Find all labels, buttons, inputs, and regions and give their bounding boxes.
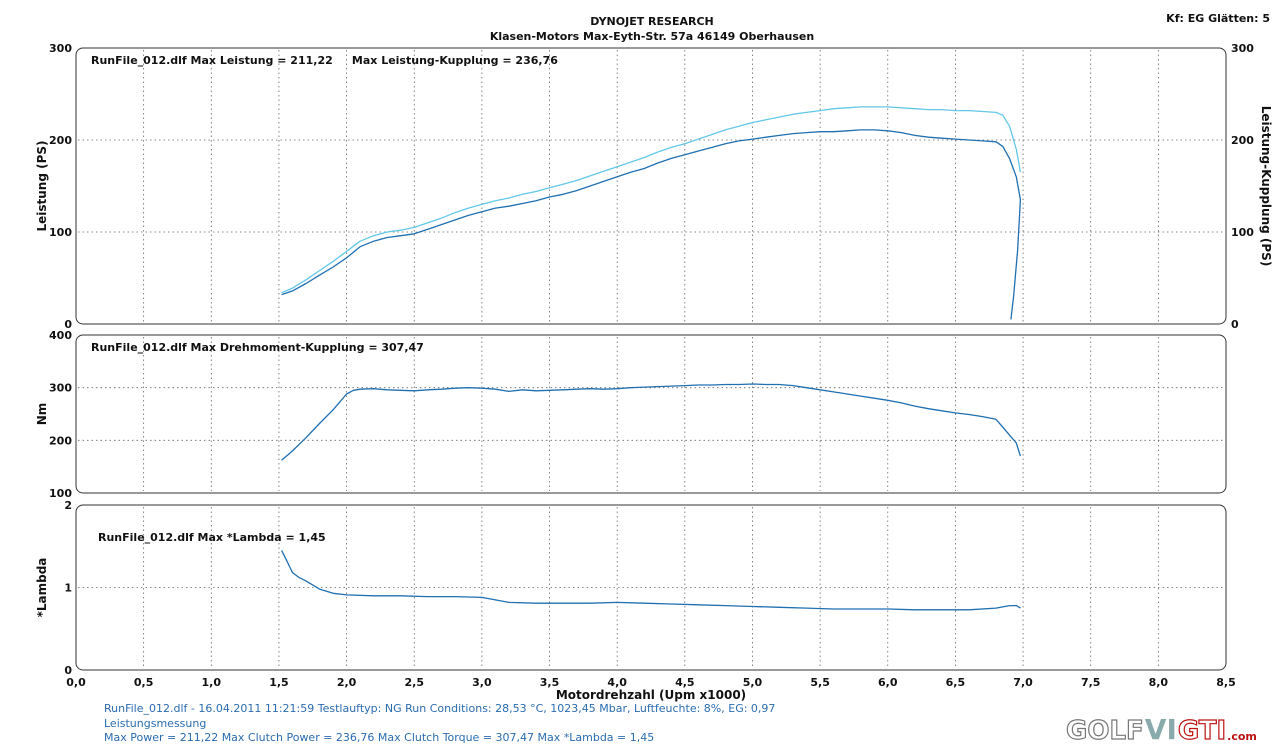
series-line-drehmoment-kupplung bbox=[281, 383, 1022, 461]
run-info: RunFile_012.dlf - 16.04.2011 11:21:59 Te… bbox=[104, 702, 775, 746]
panel-frame bbox=[75, 334, 1227, 494]
x-tick-label: 5,5 bbox=[810, 676, 830, 689]
x-tick-label: 7,5 bbox=[1081, 676, 1101, 689]
panel-power: 0 0 100 100 200 200 300 300 Leistung (PS) Leistun… bbox=[35, 42, 1273, 331]
y-tick-label: 2 bbox=[64, 499, 72, 512]
chart-panels: 0 0 100 100 200 200 300 300 Leistung (PS) Leistun… bbox=[35, 42, 1273, 702]
panel-annotation: RunFile_012.dlf Max *Lambda = 1,45 bbox=[98, 531, 326, 544]
y-axis-title: Leistung (PS) bbox=[35, 140, 49, 231]
x-axis-title: Motordrehzahl (Upm x1000) bbox=[556, 688, 746, 702]
x-tick-label: 7,0 bbox=[1013, 676, 1033, 689]
header-address: Klasen-Motors Max-Eyth-Str. 57a 46149 Ob… bbox=[490, 30, 814, 43]
run-info-line2: Leistungsmessung bbox=[104, 716, 207, 730]
panel-annotation: RunFile_012.dlf Max Leistung = 211,22 Ma… bbox=[91, 54, 558, 67]
y-right-tick-label: 0 bbox=[1231, 318, 1239, 331]
panel-frame bbox=[75, 504, 1227, 671]
panel-annotation: RunFile_012.dlf Max Drehmoment-Kupplung … bbox=[91, 341, 424, 354]
y-tick-label: 300 bbox=[49, 42, 72, 55]
y-right-tick-label: 100 bbox=[1231, 226, 1254, 239]
x-tick-label: 1,5 bbox=[269, 676, 289, 689]
y-axis-title: Nm bbox=[35, 403, 49, 426]
y-right-axis-title: Leistung-Kupplung (PS) bbox=[1259, 106, 1273, 267]
y-tick-label: 1 bbox=[64, 582, 72, 595]
x-tick-label: 3,0 bbox=[472, 676, 492, 689]
y-tick-label: 200 bbox=[49, 434, 72, 447]
x-tick-label: 4,5 bbox=[675, 676, 695, 689]
x-tick-label: 8,5 bbox=[1216, 676, 1236, 689]
x-tick-label: 0,0 bbox=[66, 676, 86, 689]
y-axis-title: *Lambda bbox=[35, 558, 49, 618]
y-right-tick-label: 200 bbox=[1231, 134, 1254, 147]
x-tick-label: 4,0 bbox=[607, 676, 627, 689]
golf-gti-logo: GOLF VI GTI .com bbox=[1065, 713, 1257, 747]
series-line-leistung bbox=[281, 129, 1022, 320]
x-tick-label: 1,0 bbox=[202, 676, 222, 689]
panel-lambda: 0 1 2 *Lambda RunFile_012.dlf Max *Lambda = … bbox=[35, 499, 1236, 702]
x-tick-label: 0,5 bbox=[134, 676, 154, 689]
y-tick-label: 200 bbox=[49, 134, 72, 147]
y-tick-label: 300 bbox=[49, 382, 72, 395]
series-line-leistung-kupplung bbox=[281, 106, 1022, 294]
y-tick-label: 0 bbox=[64, 318, 72, 331]
panel-frame bbox=[75, 47, 1227, 325]
y-right-tick-label: 300 bbox=[1231, 42, 1254, 55]
header-company: DYNOJET RESEARCH bbox=[590, 15, 713, 28]
panel-torque: 100 200 300 400 Nm RunFile_012.dlf Max Drehmo… bbox=[35, 329, 1227, 500]
x-tick-label: 6,0 bbox=[878, 676, 898, 689]
x-tick-label: 8,0 bbox=[1149, 676, 1169, 689]
x-tick-label: 2,5 bbox=[404, 676, 424, 689]
x-tick-label: 6,5 bbox=[946, 676, 966, 689]
run-info-line1: RunFile_012.dlf - 16.04.2011 11:21:59 Te… bbox=[104, 702, 776, 715]
x-tick-label: 5,0 bbox=[743, 676, 763, 689]
y-tick-label: 100 bbox=[49, 226, 72, 239]
header-corner: Kf: EG Glätten: 5 bbox=[1166, 12, 1270, 25]
series-line--lambda bbox=[281, 550, 1021, 611]
run-info-line3: Max Power = 211,22 Max Clutch Power = 23… bbox=[104, 731, 655, 744]
x-tick-label: 2,0 bbox=[337, 676, 357, 689]
y-tick-label: 0 bbox=[64, 664, 72, 677]
y-tick-label: 400 bbox=[49, 329, 72, 342]
x-tick-label: 3,5 bbox=[540, 676, 560, 689]
y-tick-label: 100 bbox=[49, 487, 72, 500]
